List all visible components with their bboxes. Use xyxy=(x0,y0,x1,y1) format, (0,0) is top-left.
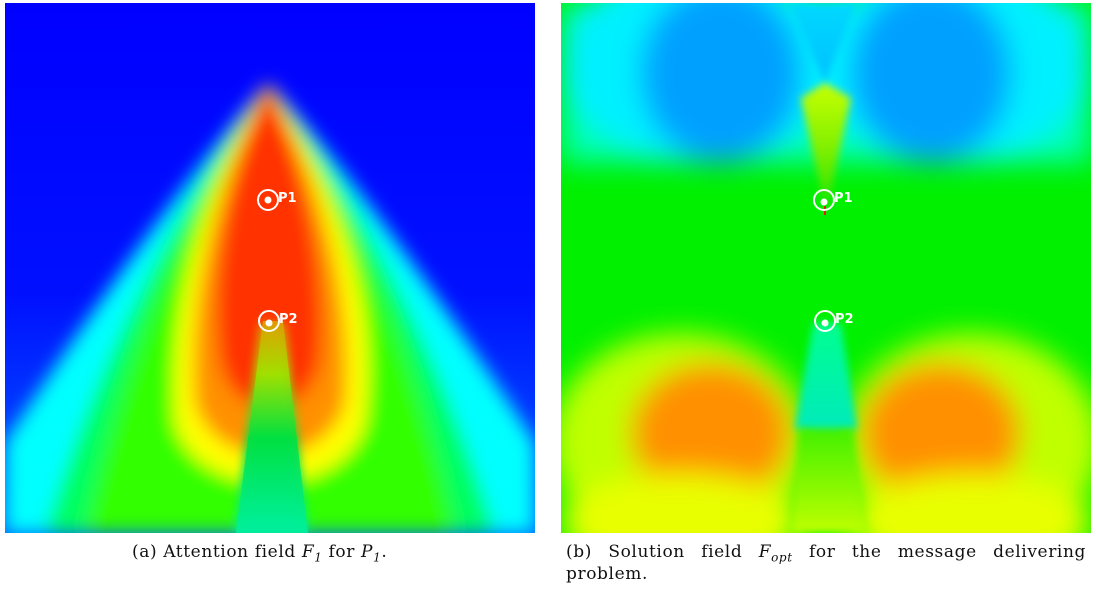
caption-b-text: Solution field xyxy=(608,542,743,562)
p2-label: P2 xyxy=(835,312,854,327)
field-layers xyxy=(5,83,535,533)
caption-a: (a) Attention field F1 for P1. xyxy=(132,541,462,563)
upper-cone xyxy=(801,83,851,213)
p1-marker: P1 xyxy=(257,189,297,211)
shadow-cone-core xyxy=(236,321,308,533)
caption-b-rest: for the message delivering problem. xyxy=(566,542,1086,584)
caption-a-target-symbol: P1 xyxy=(361,542,382,565)
caption-b-field-symbol: Fopt xyxy=(758,542,793,565)
p2-marker: P2 xyxy=(258,310,298,332)
p1-label: P1 xyxy=(278,191,297,206)
p1-ring-icon xyxy=(257,189,279,211)
caption-a-tag: (a) xyxy=(132,542,158,562)
p1-ring-icon xyxy=(813,189,835,211)
caption-a-period: . xyxy=(381,542,388,562)
field-layers xyxy=(561,3,1091,533)
lower-cone xyxy=(795,323,857,440)
p2-marker: P2 xyxy=(814,310,854,332)
caption-a-middle: for xyxy=(328,542,355,562)
p2-label: P2 xyxy=(279,312,298,327)
caption-b: (b) Solution field Fopt for the message … xyxy=(566,541,1086,585)
panel-a-heatmap: P1 P2 xyxy=(5,3,535,533)
panel-b-heatmap: P1 P2 xyxy=(561,3,1091,533)
solution-field-plot: P1 P2 xyxy=(561,3,1091,533)
caption-b-tag: (b) xyxy=(566,542,592,562)
p2-ring-icon xyxy=(258,310,280,332)
p1-marker: P1 xyxy=(813,189,853,211)
caption-a-text: Attention field xyxy=(163,542,296,562)
p1-label: P1 xyxy=(834,191,853,206)
bottom-cone xyxy=(791,428,866,533)
caption-a-field-symbol: F1 xyxy=(301,542,323,565)
p2-ring-icon xyxy=(814,310,836,332)
top-cone xyxy=(789,3,857,83)
attention-field-plot: P1 P2 xyxy=(5,3,535,533)
